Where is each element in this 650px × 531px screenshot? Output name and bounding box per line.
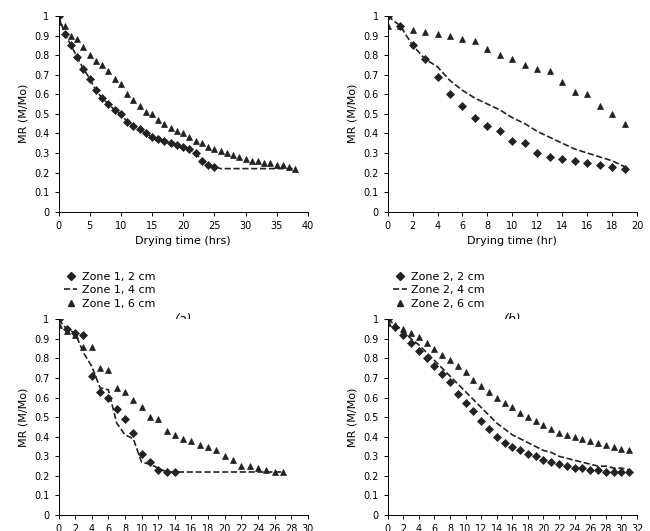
Text: (a): (a) [174,313,192,327]
Legend: Zone 2, 2 cm, Zone 2, 4 cm, Zone 2, 6 cm: Zone 2, 2 cm, Zone 2, 4 cm, Zone 2, 6 cm [393,272,485,309]
Y-axis label: MR (M/Mo): MR (M/Mo) [348,84,358,143]
Text: (b): (b) [504,313,521,327]
Legend: Zone 1, 2 cm, Zone 1, 4 cm, Zone 1, 6 cm: Zone 1, 2 cm, Zone 1, 4 cm, Zone 1, 6 cm [64,272,155,309]
Y-axis label: MR (M/Mo): MR (M/Mo) [19,388,29,447]
X-axis label: Drying time (hr): Drying time (hr) [467,236,557,246]
X-axis label: Drying time (hrs): Drying time (hrs) [135,236,231,246]
Y-axis label: MR (M/Mo): MR (M/Mo) [19,84,29,143]
Y-axis label: MR (M/Mo): MR (M/Mo) [348,388,358,447]
